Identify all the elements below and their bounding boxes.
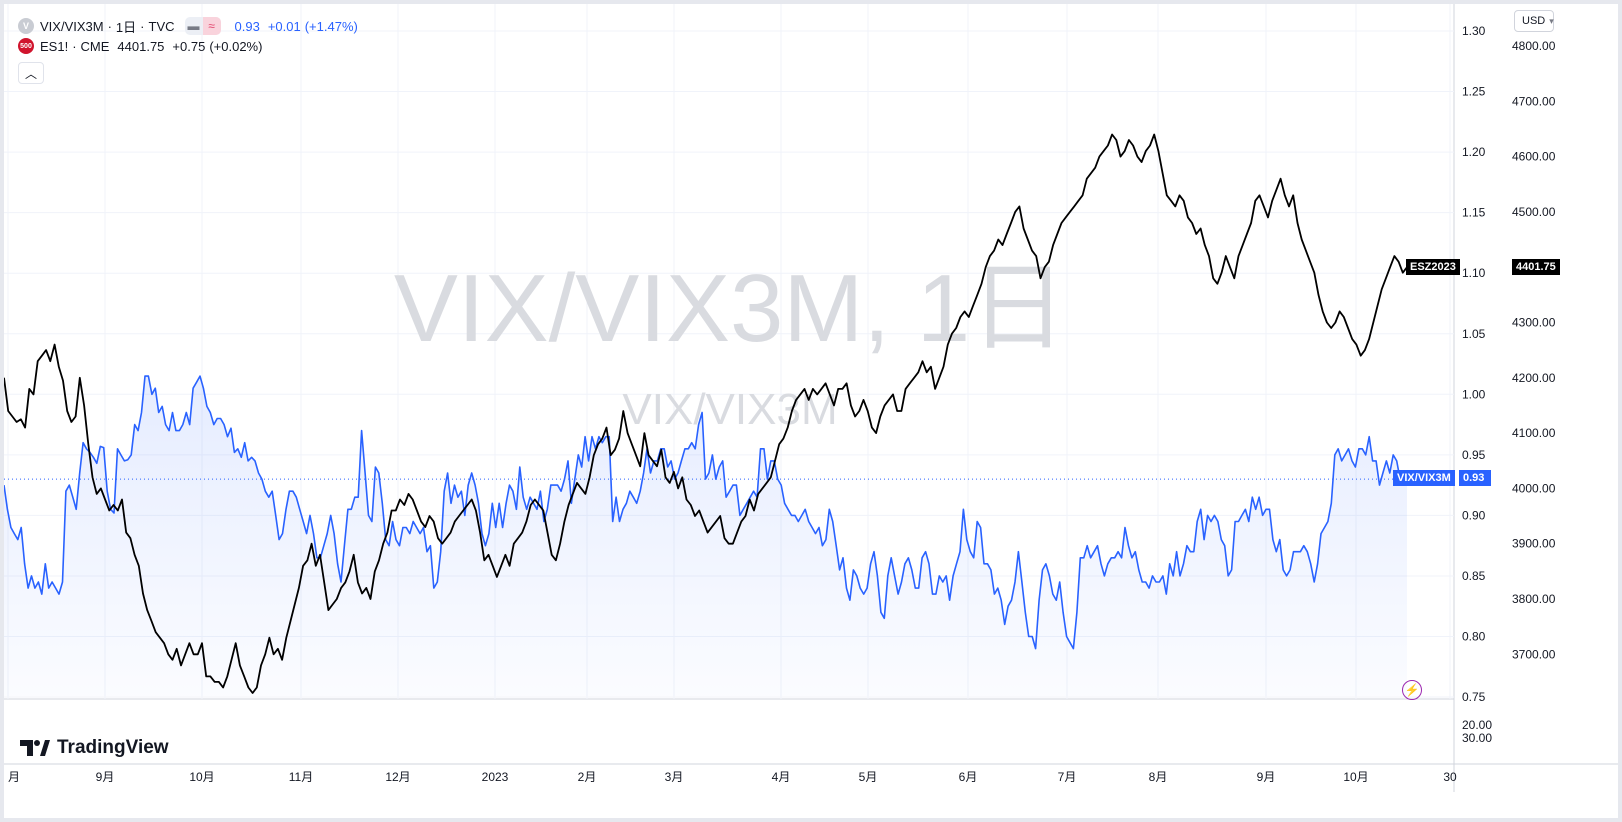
symbol-logo-icon: V xyxy=(18,18,34,34)
main-interval[interactable]: 1日 xyxy=(115,19,137,35)
currency-label: USD xyxy=(1522,15,1546,27)
es-tick-label: 4800.00 xyxy=(1512,39,1556,53)
ratio-tick-label: 1.00 xyxy=(1462,387,1486,401)
ratio-price-tag: 0.93 xyxy=(1459,470,1491,486)
es-tick-label: 4700.00 xyxy=(1512,94,1556,108)
overlay-change-pct: (+0.02%) xyxy=(209,38,263,54)
separator-dot: · xyxy=(107,18,112,34)
price-axis[interactable]: 1.30 1.25 1.20 1.15 1.10 1.05 1.00 0.95 0.90 0.85… xyxy=(1462,24,1556,745)
es-tick-label: 3700.00 xyxy=(1512,647,1556,661)
chart-frame: VIX/VIX3M, 1日 VIX/VIX3M 1.30 1.25 1.20 1.15… xyxy=(4,4,1618,818)
time-tick-label: 12月 xyxy=(385,770,410,784)
es-series-line[interactable] xyxy=(4,133,1408,694)
ratio-area-path xyxy=(4,376,1407,696)
ratio-tick-label: 0.80 xyxy=(1462,630,1486,644)
watermark-large: VIX/VIX3M, 1日 xyxy=(394,255,1066,362)
time-axis[interactable]: 月 9月 10月 11月 12月 2023 2月 3月 4月 5月 6月 7月 8月 9月 10月 30 xyxy=(8,770,1457,784)
legend-collapse-button[interactable]: ︿ xyxy=(18,62,44,84)
es-tick-label: 4100.00 xyxy=(1512,426,1556,440)
currency-selector[interactable]: USD ▾ xyxy=(1514,10,1554,32)
es-tick-label: 4200.00 xyxy=(1512,371,1556,385)
main-symbol[interactable]: VIX/VIX3M xyxy=(40,18,104,34)
watermark-layer: VIX/VIX3M, 1日 VIX/VIX3M xyxy=(394,255,1066,434)
main-last-value: 0.93 xyxy=(234,18,260,34)
time-tick-label: 30 xyxy=(1443,770,1457,784)
overlay-change: +0.75 xyxy=(172,38,206,54)
overlay-last-value: 4401.75 xyxy=(117,38,165,54)
delayed-data-icon[interactable]: ≈ xyxy=(202,17,221,35)
time-tick-label: 6月 xyxy=(959,770,978,784)
ratio-tick-label: 1.30 xyxy=(1462,24,1486,38)
ratio-tick-label: 1.10 xyxy=(1462,266,1486,280)
ratio-tick-label: 0.75 xyxy=(1462,690,1486,704)
time-tick-label: 7月 xyxy=(1058,770,1077,784)
market-closed-icon[interactable]: ▬ xyxy=(187,19,200,33)
pane2-tick-label: 20.00 xyxy=(1462,718,1492,732)
lightning-icon[interactable]: ⚡ xyxy=(1402,680,1422,700)
time-tick-label: 10月 xyxy=(189,770,214,784)
ratio-series-label-tag: VIX/VIX3M xyxy=(1393,470,1455,486)
chart-canvas[interactable]: VIX/VIX3M, 1日 VIX/VIX3M 1.30 1.25 1.20 1.15… xyxy=(4,4,1618,818)
ratio-series-line[interactable] xyxy=(4,375,1408,650)
main-exchange: TVC xyxy=(148,18,175,34)
tradingview-wordmark: TradingView xyxy=(57,737,169,758)
main-change: +0.01 xyxy=(267,18,301,34)
ratio-tick-label: 1.25 xyxy=(1462,85,1486,99)
time-tick-label: 2023 xyxy=(482,770,509,784)
time-tick-label: 月 xyxy=(8,770,20,784)
es-tick-label: 4500.00 xyxy=(1512,205,1556,219)
time-tick-label: 5月 xyxy=(859,770,878,784)
market-status-pill[interactable]: ▬ ≈ xyxy=(184,17,221,35)
ratio-tick-label: 0.85 xyxy=(1462,569,1486,583)
legend-overlay-row[interactable]: 500 ES1! · CME 4401.75 +0.75 (+0.02%) xyxy=(18,34,358,58)
time-tick-label: 2月 xyxy=(578,770,597,784)
es-tick-label: 4600.00 xyxy=(1512,150,1556,164)
time-tick-label: 3月 xyxy=(665,770,684,784)
es-series-label-tag: ESZ2023 xyxy=(1406,259,1460,275)
ratio-tick-label: 1.20 xyxy=(1462,145,1486,159)
ratio-tick-label: 0.90 xyxy=(1462,508,1486,522)
legend-main-row[interactable]: V VIX/VIX3M · 1日 · TVC ▬ ≈ 0.93 +0.01 (+… xyxy=(18,14,358,38)
time-tick-label: 8月 xyxy=(1149,770,1168,784)
time-tick-label: 9月 xyxy=(1257,770,1276,784)
separator-dot: · xyxy=(72,38,77,54)
ratio-tick-label: 1.05 xyxy=(1462,327,1486,341)
es-tick-label: 3900.00 xyxy=(1512,537,1556,551)
tradingview-logo[interactable]: TradingView xyxy=(20,737,169,759)
es-tick-label: 4300.00 xyxy=(1512,316,1556,330)
sp500-logo-icon: 500 xyxy=(18,38,34,54)
legend: V VIX/VIX3M · 1日 · TVC ▬ ≈ 0.93 +0.01 (+… xyxy=(18,14,358,84)
overlay-exchange: CME xyxy=(80,38,110,54)
chevron-up-icon: ︿ xyxy=(24,66,37,81)
time-tick-label: 9月 xyxy=(96,770,115,784)
series-lines xyxy=(4,133,1408,694)
es-tick-label: 4000.00 xyxy=(1512,481,1556,495)
es-price-tag: 4401.75 xyxy=(1512,259,1560,275)
ratio-tick-label: 1.15 xyxy=(1462,206,1486,220)
time-tick-label: 11月 xyxy=(289,770,313,784)
separator-dot: · xyxy=(140,18,145,34)
tradingview-mark-icon xyxy=(20,740,50,756)
main-change-pct: (+1.47%) xyxy=(304,18,358,34)
es-tick-label: 3800.00 xyxy=(1512,592,1556,606)
overlay-symbol[interactable]: ES1! xyxy=(40,38,69,54)
ratio-area-fill xyxy=(4,376,1407,696)
time-tick-label: 4月 xyxy=(772,770,791,784)
ratio-tick-label: 0.95 xyxy=(1462,448,1486,462)
pane2-tick-label: 30.00 xyxy=(1462,731,1492,745)
chevron-down-icon: ▾ xyxy=(1549,15,1554,26)
time-tick-label: 10月 xyxy=(1343,770,1368,784)
